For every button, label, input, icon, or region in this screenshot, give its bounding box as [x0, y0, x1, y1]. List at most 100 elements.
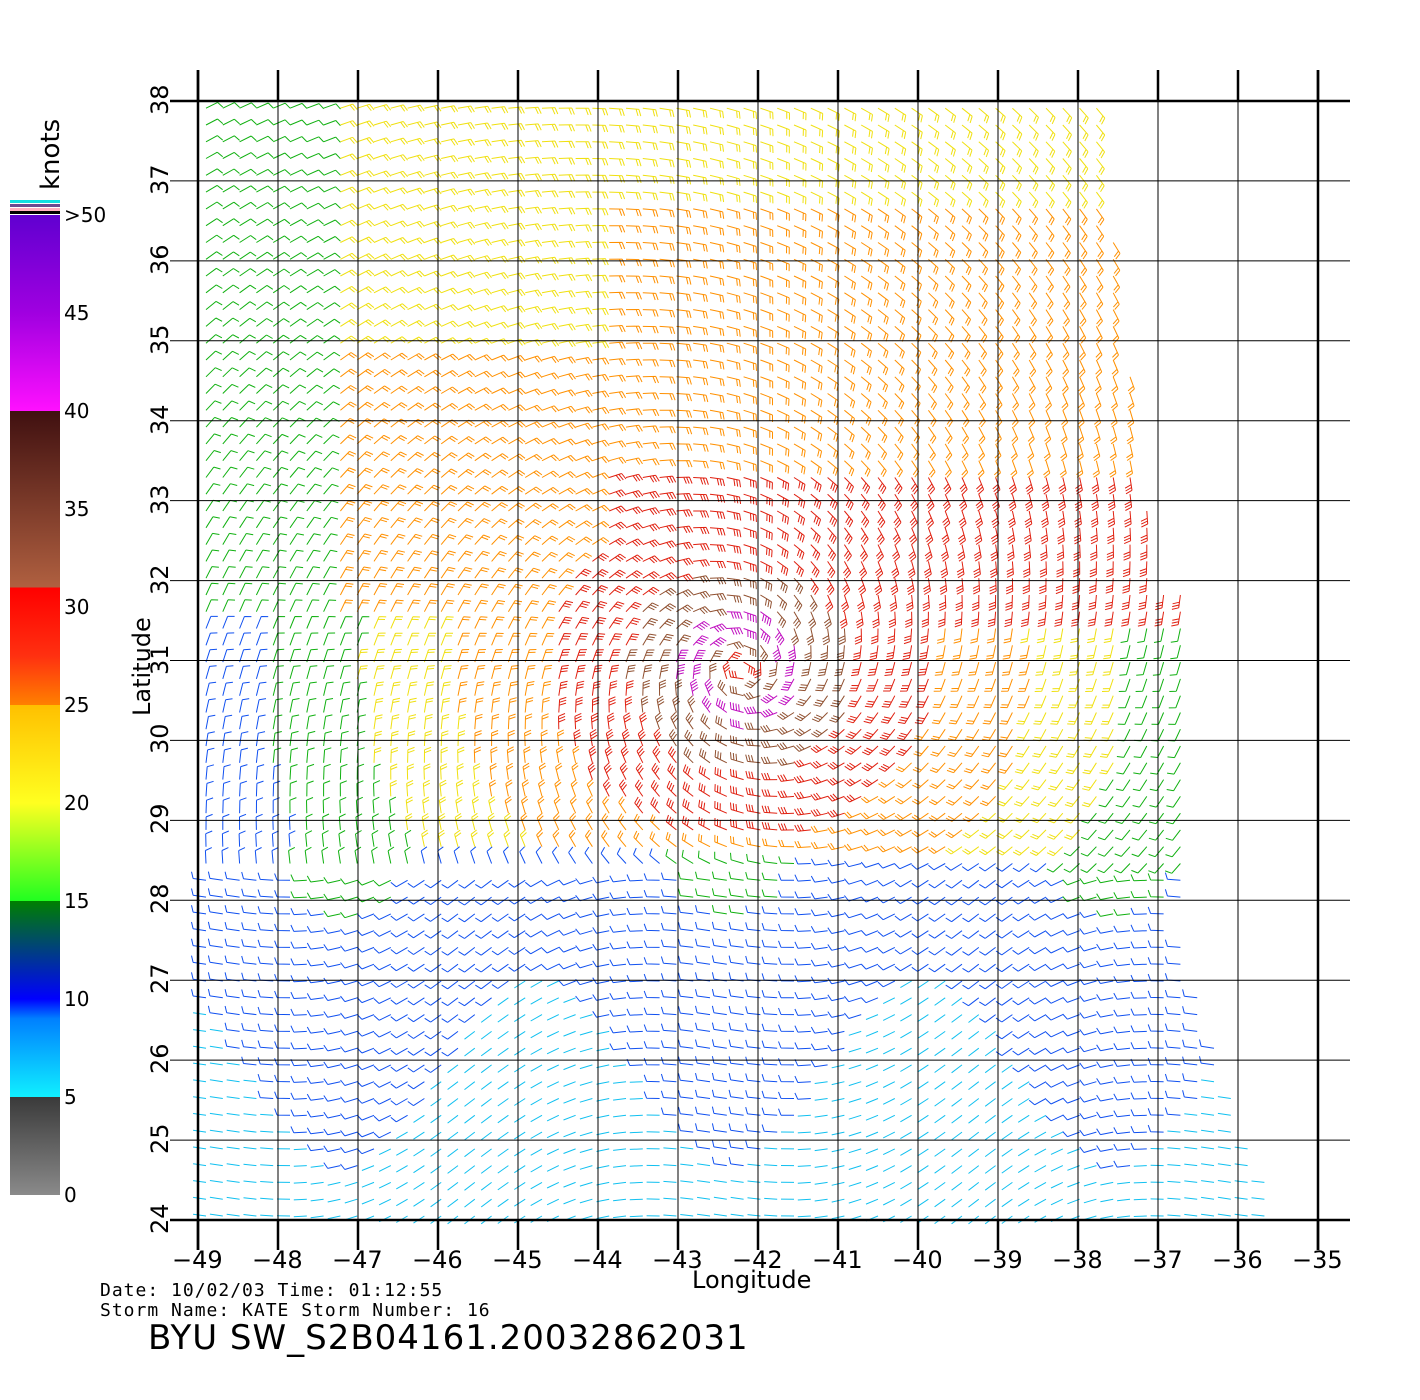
wind-barb	[440, 763, 448, 780]
wind-barb	[860, 158, 873, 173]
wind-barb	[844, 409, 855, 426]
wind-barb	[911, 846, 929, 854]
wind-barb	[524, 946, 543, 955]
wind-barb	[356, 253, 375, 260]
wind-barb	[810, 561, 820, 578]
wind-barb	[649, 814, 660, 831]
wind-barb	[693, 342, 709, 353]
wind-barb	[1164, 889, 1181, 898]
wind-barb	[917, 1114, 929, 1123]
product-title: BYU SW_S2B04161.20032862031	[148, 1318, 749, 1358]
wind-barb	[373, 434, 391, 445]
wind-barb	[928, 208, 939, 224]
wind-barb	[709, 393, 725, 403]
wind-barb	[239, 135, 257, 143]
wind-barb	[1090, 527, 1098, 545]
wind-barb	[541, 157, 559, 165]
wind-barb	[625, 522, 644, 531]
wind-barb	[844, 827, 862, 835]
wind-barb	[205, 334, 223, 344]
wind-barb	[536, 812, 544, 831]
wind-barb	[274, 940, 291, 948]
wind-barb	[1052, 645, 1064, 660]
wind-barb	[695, 1072, 711, 1083]
wind-barb	[457, 567, 473, 579]
wind-barb	[507, 729, 515, 747]
wind-barb	[1096, 1078, 1114, 1085]
wind-barb	[243, 1130, 257, 1133]
wind-barb	[508, 139, 526, 148]
wind-barb	[894, 493, 903, 512]
wind-barb	[827, 225, 840, 239]
wind-barb	[1096, 1111, 1114, 1119]
wind-barb	[1050, 695, 1064, 709]
wind-barb	[827, 158, 840, 172]
wind-barb	[191, 921, 207, 932]
wind-barb	[378, 1165, 392, 1172]
wind-barb	[1164, 1107, 1181, 1116]
wind-barb	[407, 353, 425, 361]
wind-barb	[390, 980, 408, 988]
wind-barb	[1045, 1047, 1064, 1055]
wind-barb	[944, 141, 956, 157]
wind-barb	[764, 1181, 778, 1183]
wind-barb	[1121, 611, 1131, 627]
wind-barb	[407, 402, 425, 411]
wind-barb	[541, 140, 559, 148]
wind-barb	[407, 632, 420, 646]
wind-barb	[810, 776, 828, 785]
wind-barb	[1028, 191, 1039, 209]
wind-barb	[1116, 762, 1131, 775]
wind-barb	[458, 997, 476, 1007]
wind-barb	[1164, 939, 1181, 948]
wind-barb	[558, 519, 576, 529]
wind-barb	[761, 1090, 778, 1099]
wind-barb	[857, 594, 865, 613]
wind-barb	[917, 1014, 929, 1023]
wind-barb	[928, 913, 946, 922]
wind-barb	[457, 386, 476, 394]
x-tick-label: −42	[732, 1246, 783, 1274]
wind-barb	[711, 1156, 727, 1167]
wind-barb	[811, 728, 828, 738]
wind-barb	[551, 846, 560, 864]
wind-barb	[928, 309, 939, 326]
wind-barb	[563, 1131, 576, 1138]
wind-barb	[917, 1098, 929, 1107]
wind-barb	[226, 1146, 240, 1150]
wind-barb	[743, 644, 757, 657]
wind-barb	[934, 1131, 946, 1141]
wind-barb	[546, 997, 560, 1004]
wind-barb	[558, 503, 576, 512]
wind-barb	[558, 438, 577, 446]
wind-barb	[1028, 1014, 1047, 1022]
wind-barb	[256, 202, 274, 210]
wind-barb	[373, 681, 384, 696]
wind-barb	[423, 681, 435, 696]
wind-barb	[912, 779, 929, 789]
wind-barb	[1070, 611, 1081, 627]
wind-barb	[778, 923, 795, 932]
wind-barb	[1152, 661, 1165, 676]
wind-barb	[239, 367, 256, 378]
wind-barb	[475, 913, 492, 923]
wind-barb	[1045, 1030, 1064, 1038]
wind-barb	[554, 779, 562, 797]
wind-barb	[726, 527, 742, 538]
wind-barb	[968, 1131, 980, 1141]
wind-barb	[894, 208, 906, 224]
wind-barb	[1109, 443, 1117, 461]
wind-barb	[586, 779, 594, 797]
wind-barb	[340, 368, 357, 378]
wind-barb	[441, 188, 459, 196]
wind-barb	[289, 285, 307, 294]
wind-barb	[579, 1014, 593, 1019]
wind-barb	[1217, 1163, 1231, 1167]
wind-barb	[592, 1011, 610, 1018]
wind-barb	[241, 905, 257, 915]
wind-barb	[524, 535, 542, 545]
wind-barb	[827, 1011, 845, 1018]
wind-barb	[609, 875, 627, 883]
wind-barb	[396, 1131, 408, 1140]
wind-barb	[659, 174, 675, 185]
